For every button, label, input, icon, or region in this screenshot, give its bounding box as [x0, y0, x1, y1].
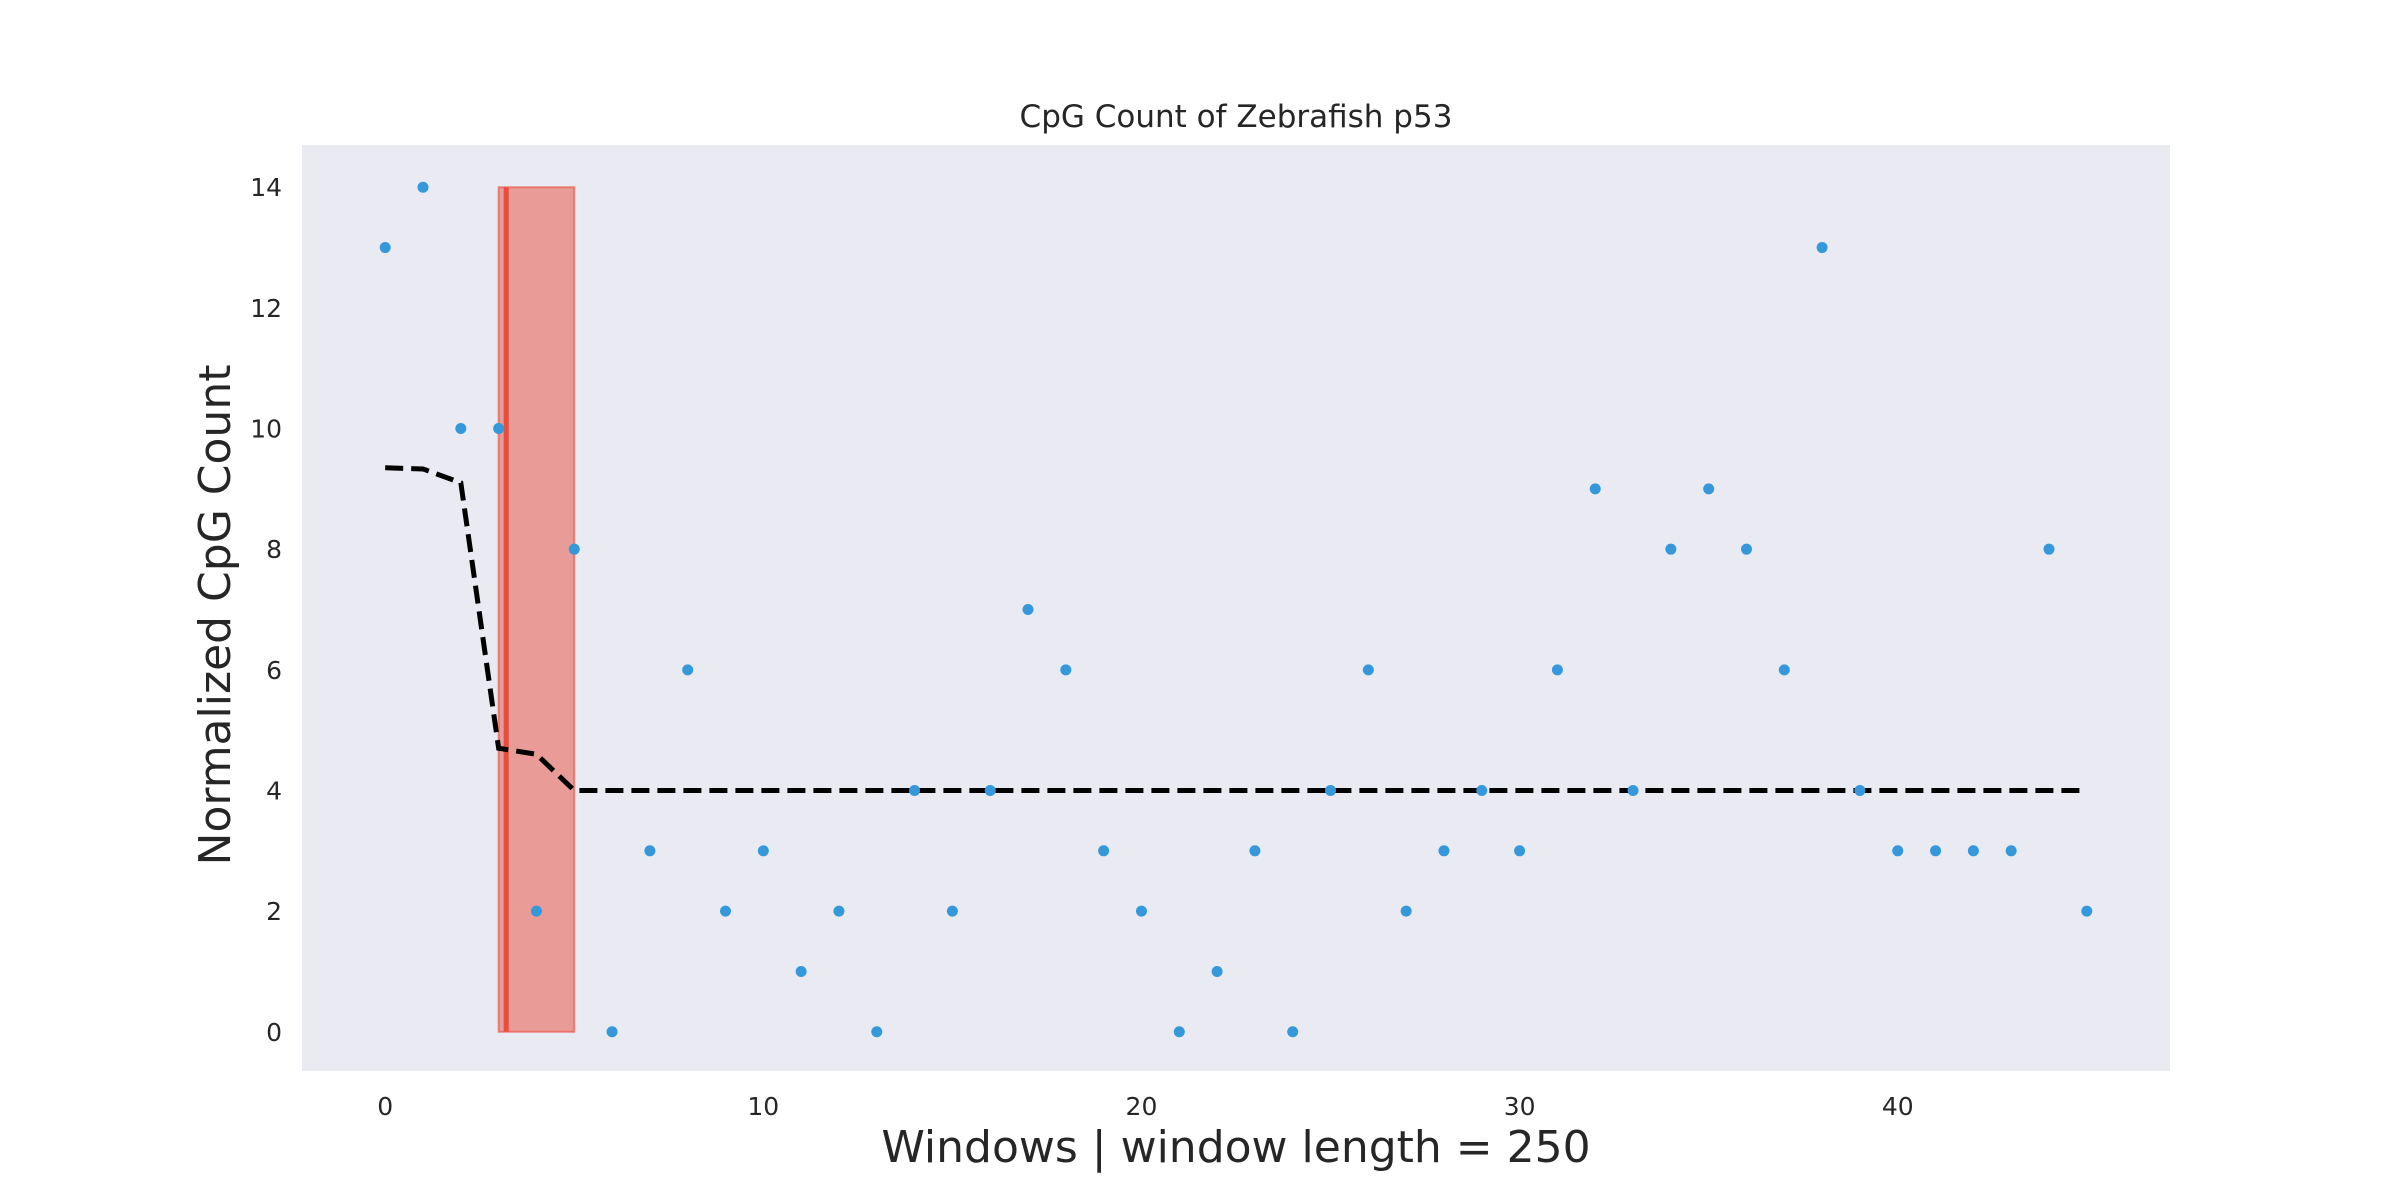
data-point [1325, 784, 1337, 796]
data-point [795, 965, 807, 977]
y-tick-label: 2 [266, 897, 282, 926]
data-point [1778, 664, 1790, 676]
data-point [757, 845, 769, 857]
y-tick-label: 10 [250, 415, 282, 444]
data-point [1400, 905, 1412, 917]
data-point [606, 1026, 618, 1038]
data-point [1173, 1026, 1185, 1038]
x-axis-label: Windows | window length = 250 [881, 1122, 1590, 1173]
data-point [1551, 664, 1563, 676]
data-point [984, 784, 996, 796]
data-point [2005, 845, 2017, 857]
data-point [1135, 905, 1147, 917]
data-point [530, 905, 542, 917]
y-tick-label: 6 [266, 656, 282, 685]
data-point [1816, 242, 1828, 254]
y-tick-label: 8 [266, 535, 282, 564]
highlight-region [497, 186, 576, 1033]
data-point [1022, 604, 1034, 616]
chart-title: CpG Count of Zebrafish p53 [1020, 99, 1453, 135]
data-point [682, 664, 694, 676]
y-tick-label: 14 [250, 173, 282, 202]
data-point [833, 905, 845, 917]
data-point [379, 242, 391, 254]
y-tick-label: 4 [266, 776, 282, 805]
x-tick-label: 10 [747, 1092, 779, 1121]
data-point [1892, 845, 1904, 857]
data-point [568, 543, 580, 555]
data-points-group [379, 181, 2093, 1038]
data-point [644, 845, 656, 857]
y-tick-labels: 0 2 4 6 8 10 12 14 [250, 173, 282, 1047]
data-point [1476, 784, 1488, 796]
data-point [455, 423, 467, 435]
data-point [493, 423, 505, 435]
data-point [1060, 664, 1072, 676]
y-tick-label: 12 [250, 294, 282, 323]
x-tick-label: 30 [1504, 1092, 1536, 1121]
trend-line-group [385, 465, 2087, 793]
data-point [909, 784, 921, 796]
data-point [2081, 905, 2093, 917]
x-tick-label: 40 [1882, 1092, 1914, 1121]
trend-line [385, 465, 2087, 793]
x-tick-label: 0 [377, 1092, 393, 1121]
data-point [1854, 784, 1866, 796]
y-tick-label: 0 [266, 1018, 282, 1047]
y-axis-label: Normalized CpG Count [190, 365, 241, 866]
data-point [1362, 664, 1374, 676]
x-tick-label: 20 [1126, 1092, 1158, 1121]
data-point [1211, 965, 1223, 977]
data-point [871, 1026, 883, 1038]
data-point [946, 905, 958, 917]
data-point [1930, 845, 1942, 857]
data-point [1514, 845, 1526, 857]
data-point [1703, 483, 1715, 495]
data-point [1665, 543, 1677, 555]
data-point [417, 181, 429, 193]
highlight-region-group [497, 186, 576, 1033]
x-tick-labels: 0 10 20 30 40 [377, 1092, 1913, 1121]
data-point [1627, 784, 1639, 796]
plot-background [302, 145, 2170, 1071]
data-point [720, 905, 732, 917]
data-point [1740, 543, 1752, 555]
data-point [2043, 543, 2055, 555]
data-point [1967, 845, 1979, 857]
data-point [1287, 1026, 1299, 1038]
data-point [1249, 845, 1261, 857]
data-point [1438, 845, 1450, 857]
data-point [1589, 483, 1601, 495]
data-point [1098, 845, 1110, 857]
